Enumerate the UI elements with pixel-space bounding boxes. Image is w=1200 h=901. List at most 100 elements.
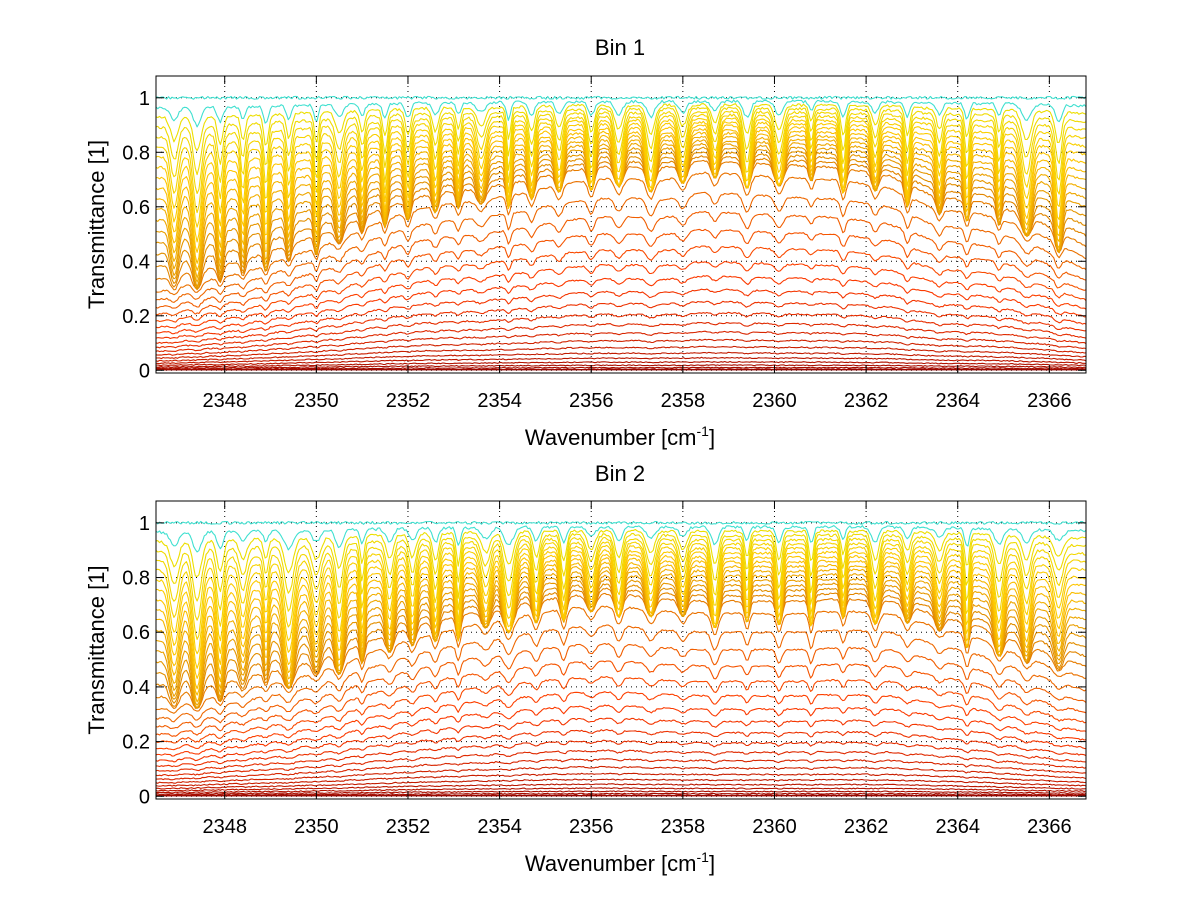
spectrum-line xyxy=(155,364,1087,369)
spectrum-line xyxy=(155,624,1087,723)
spectrum-line xyxy=(155,288,1087,340)
spectrum-line xyxy=(155,528,1086,578)
x-tick-label: 2366 xyxy=(1027,816,1072,838)
y-axis-label: Transmittance [1] xyxy=(84,140,109,309)
spectrum-line xyxy=(155,345,1087,362)
spectrum-line xyxy=(155,321,1087,353)
spectrum-line xyxy=(155,106,1087,176)
spectrum-line xyxy=(155,739,1087,772)
y-tick-label: 0.8 xyxy=(122,568,150,590)
y-tick-label: 0 xyxy=(139,786,150,808)
spectrum-line xyxy=(155,210,1087,309)
spectrum-line xyxy=(155,99,1087,128)
spectrum-line xyxy=(155,360,1087,368)
spectrum-line xyxy=(155,772,1086,787)
chart-title: Bin 2 xyxy=(595,461,645,486)
x-tick-label: 2354 xyxy=(477,390,522,412)
ticks: 2348 2350 2352 2354 2356 2358 2360 2362 2364 2366… xyxy=(122,76,1086,412)
spectrum-line xyxy=(155,794,1086,797)
spectrum-line xyxy=(155,792,1087,796)
y-tick-label: 0.2 xyxy=(122,306,150,328)
spectrum-line xyxy=(155,605,1086,714)
x-tick-label: 2348 xyxy=(202,816,247,838)
y-tick-label: 0.6 xyxy=(122,197,150,219)
spectrum-line xyxy=(155,642,1087,729)
spectrum-line xyxy=(155,541,1087,640)
y-tick-label: 0.8 xyxy=(122,142,150,164)
x-tick-label: 2350 xyxy=(294,816,339,838)
x-tick-label: 2358 xyxy=(661,390,706,412)
y-tick-label: 1 xyxy=(139,88,150,110)
spectrum-line xyxy=(155,191,1087,303)
x-tick-label: 2360 xyxy=(752,816,797,838)
spectrum-line xyxy=(155,110,1087,195)
ticks: 2348 2350 2352 2354 2356 2358 2360 2362 2364 2366… xyxy=(122,501,1086,838)
spectrum-line xyxy=(155,675,1087,744)
spectrum-line xyxy=(156,368,1086,371)
spectrum-line xyxy=(155,128,1087,264)
x-tick-label: 2364 xyxy=(935,816,980,838)
spectrum-line xyxy=(155,783,1087,792)
x-tick-label: 2354 xyxy=(477,816,522,838)
spectrum-line xyxy=(155,749,1087,777)
x-tick-label: 2352 xyxy=(386,816,431,838)
y-tick-label: 0.2 xyxy=(122,732,150,754)
spectrum-line xyxy=(155,228,1087,317)
spectrum-line xyxy=(155,113,1087,214)
panel-bin-2: Bin 2 2348 2350 2352 2354 2356 2358 2360 2362 23… xyxy=(84,461,1087,876)
x-tick-label: 2362 xyxy=(844,816,889,838)
spectrum-line xyxy=(155,330,1087,356)
spectrum-line xyxy=(155,549,1087,669)
x-tick-label: 2360 xyxy=(752,390,797,412)
axes-box xyxy=(155,500,1087,800)
y-tick-label: 0 xyxy=(139,360,150,382)
series-group xyxy=(155,95,1087,371)
spectrum-line xyxy=(155,275,1087,335)
x-tick-label: 2356 xyxy=(569,816,614,838)
spectrum-line xyxy=(155,120,1087,243)
y-tick-label: 0.4 xyxy=(122,677,150,699)
spectrum-line xyxy=(155,131,1087,271)
spectrum-line xyxy=(155,338,1087,360)
x-tick-label: 2358 xyxy=(661,816,706,838)
spectrum-line xyxy=(155,300,1086,344)
spectrum-line xyxy=(156,95,1087,100)
spectrum-line xyxy=(155,171,1087,296)
y-tick-label: 1 xyxy=(139,513,150,535)
spectrum-line xyxy=(155,103,1087,152)
spectrum-line xyxy=(155,717,1087,763)
spectrum-line xyxy=(155,366,1087,371)
spectrum-line xyxy=(155,787,1087,794)
spectrum-line xyxy=(155,520,1086,525)
spectrum-line xyxy=(155,260,1087,329)
spectrum-line xyxy=(155,311,1087,349)
spectrum-line xyxy=(155,553,1087,679)
spectrum-line xyxy=(155,790,1087,795)
spectrum-line xyxy=(155,728,1087,768)
spectrum-line xyxy=(155,704,1087,757)
spectrum-line xyxy=(155,245,1087,323)
spectrum-line xyxy=(155,117,1087,228)
y-tick-label: 0.6 xyxy=(122,622,150,644)
spectrum-line xyxy=(155,557,1087,690)
spectrum-line xyxy=(155,351,1087,365)
x-tick-label: 2352 xyxy=(386,390,431,412)
spectrum-line xyxy=(156,758,1087,781)
spectrum-line xyxy=(155,660,1087,737)
axes-box xyxy=(155,75,1087,374)
x-tick-label: 2364 xyxy=(935,390,980,412)
x-tick-label: 2366 xyxy=(1027,390,1072,412)
x-tick-label: 2350 xyxy=(294,390,339,412)
x-tick-label: 2348 xyxy=(202,390,247,412)
x-axis-label: Wavenumber [cm-1] xyxy=(525,423,715,450)
spectrum-line xyxy=(155,778,1087,790)
spectrum-line xyxy=(155,765,1087,784)
spectrum-line xyxy=(155,533,1087,602)
spectrum-line xyxy=(155,356,1087,367)
y-tick-label: 0.4 xyxy=(122,251,150,273)
panel-bin-1: Bin 1 2348 2350 2352 2354 2356 2358 2360 2362 23… xyxy=(84,35,1087,450)
spectrum-line xyxy=(155,544,1086,655)
x-axis-label: Wavenumber [cm-1] xyxy=(525,849,715,876)
series-group xyxy=(155,520,1087,797)
